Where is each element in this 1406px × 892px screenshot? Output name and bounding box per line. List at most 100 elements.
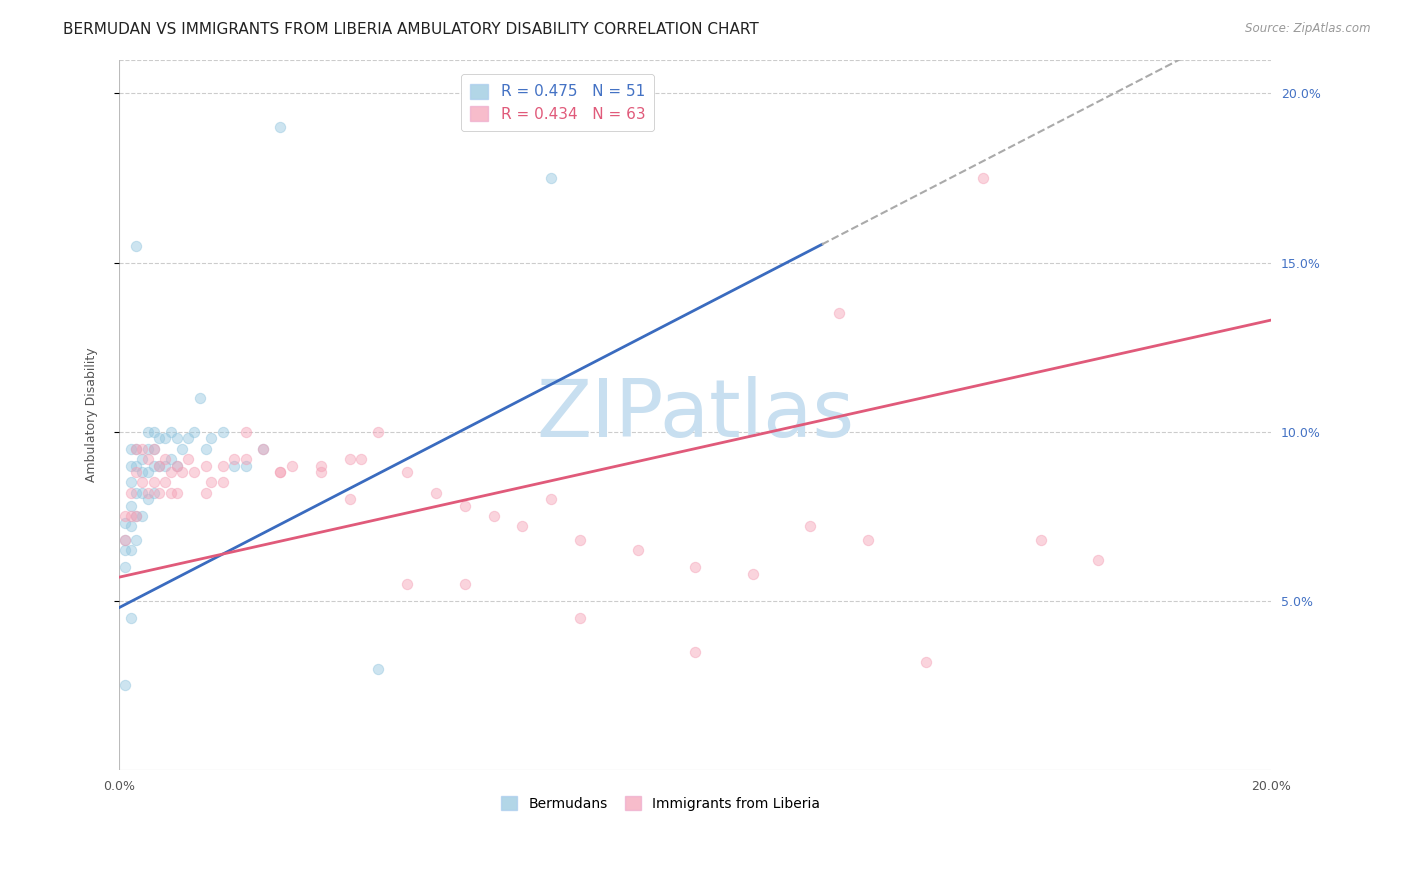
Point xyxy=(120,611,142,625)
Point xyxy=(972,171,994,186)
Point xyxy=(188,391,211,405)
Y-axis label: Ambulatory Disability: Ambulatory Disability xyxy=(86,348,98,482)
Point xyxy=(131,509,153,524)
Text: Source: ZipAtlas.com: Source: ZipAtlas.com xyxy=(1246,22,1371,36)
Point xyxy=(148,432,170,446)
Point xyxy=(125,465,148,479)
Point xyxy=(131,465,153,479)
Point xyxy=(160,451,183,466)
Point xyxy=(114,543,136,558)
Point xyxy=(131,475,153,490)
Point xyxy=(269,465,291,479)
Point xyxy=(148,485,170,500)
Point xyxy=(125,458,148,473)
Point xyxy=(510,519,533,533)
Point xyxy=(194,442,217,456)
Point xyxy=(454,577,477,591)
Text: BERMUDAN VS IMMIGRANTS FROM LIBERIA AMBULATORY DISABILITY CORRELATION CHART: BERMUDAN VS IMMIGRANTS FROM LIBERIA AMBU… xyxy=(63,22,759,37)
Point xyxy=(125,238,148,252)
Point xyxy=(540,171,562,186)
Point xyxy=(136,485,159,500)
Point xyxy=(339,451,361,466)
Point xyxy=(142,458,165,473)
Point xyxy=(114,533,136,547)
Point xyxy=(125,509,148,524)
Point xyxy=(114,509,136,524)
Point xyxy=(224,458,246,473)
Point xyxy=(160,465,183,479)
Point xyxy=(183,465,205,479)
Point xyxy=(166,432,188,446)
Point xyxy=(114,533,136,547)
Point xyxy=(120,485,142,500)
Point xyxy=(166,485,188,500)
Point xyxy=(136,465,159,479)
Point xyxy=(1029,533,1052,547)
Point xyxy=(114,560,136,574)
Point xyxy=(396,465,419,479)
Point xyxy=(211,475,233,490)
Point xyxy=(568,611,591,625)
Point xyxy=(125,509,148,524)
Point xyxy=(367,425,389,439)
Point xyxy=(125,442,148,456)
Point xyxy=(211,425,233,439)
Point xyxy=(120,442,142,456)
Point xyxy=(172,442,194,456)
Point xyxy=(309,465,332,479)
Point xyxy=(194,485,217,500)
Point xyxy=(224,451,246,466)
Point xyxy=(856,533,879,547)
Point xyxy=(799,519,821,533)
Point xyxy=(120,519,142,533)
Point xyxy=(194,458,217,473)
Point xyxy=(131,442,153,456)
Point xyxy=(142,442,165,456)
Point xyxy=(142,475,165,490)
Point xyxy=(425,485,447,500)
Point xyxy=(741,566,763,581)
Point xyxy=(482,509,505,524)
Point xyxy=(914,655,936,669)
Point xyxy=(350,451,373,466)
Point xyxy=(828,306,851,320)
Point xyxy=(114,678,136,692)
Point xyxy=(235,451,257,466)
Text: ZIPatlas: ZIPatlas xyxy=(536,376,855,454)
Point xyxy=(1087,553,1109,567)
Point xyxy=(155,475,177,490)
Point xyxy=(200,475,222,490)
Point xyxy=(125,533,148,547)
Point xyxy=(396,577,419,591)
Point xyxy=(120,475,142,490)
Point xyxy=(177,432,200,446)
Point xyxy=(125,485,148,500)
Point xyxy=(148,458,170,473)
Point xyxy=(131,451,153,466)
Point xyxy=(160,425,183,439)
Point xyxy=(136,425,159,439)
Point xyxy=(136,442,159,456)
Point xyxy=(252,442,274,456)
Legend: Bermudans, Immigrants from Liberia: Bermudans, Immigrants from Liberia xyxy=(495,790,825,816)
Point xyxy=(281,458,304,473)
Point xyxy=(200,432,222,446)
Point xyxy=(235,425,257,439)
Point xyxy=(114,516,136,530)
Point xyxy=(120,509,142,524)
Point xyxy=(252,442,274,456)
Point xyxy=(155,432,177,446)
Point xyxy=(454,499,477,513)
Point xyxy=(142,485,165,500)
Point xyxy=(160,485,183,500)
Point xyxy=(269,465,291,479)
Point xyxy=(136,451,159,466)
Point xyxy=(120,543,142,558)
Point xyxy=(155,458,177,473)
Point xyxy=(120,499,142,513)
Point xyxy=(120,458,142,473)
Point xyxy=(540,492,562,507)
Point xyxy=(177,451,200,466)
Point xyxy=(339,492,361,507)
Point xyxy=(269,120,291,135)
